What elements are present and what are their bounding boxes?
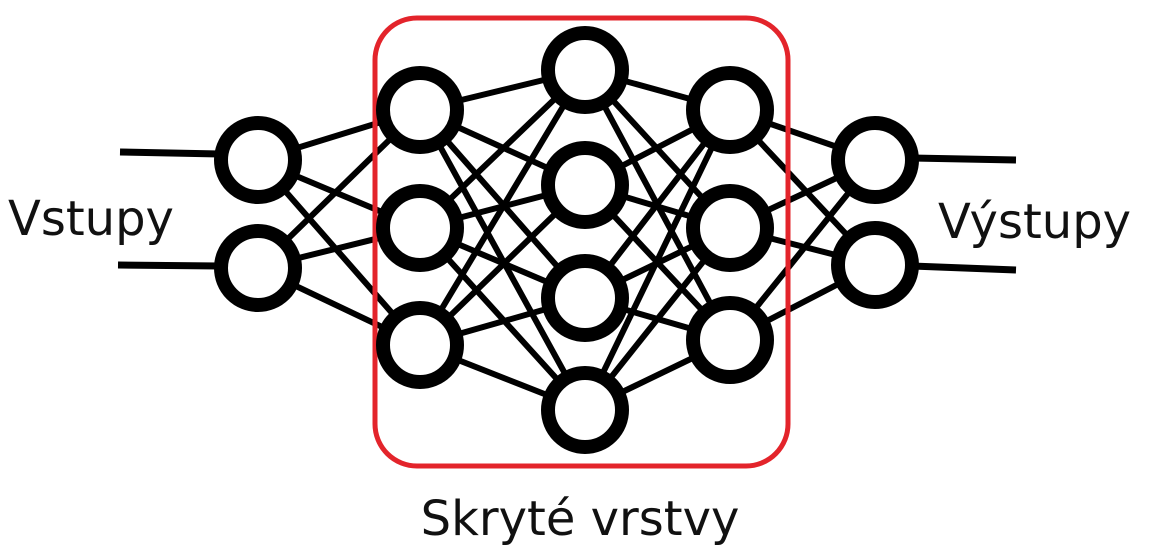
connection — [417, 68, 588, 347]
neuron — [686, 66, 774, 154]
neuron — [831, 116, 919, 204]
input-line — [119, 148, 221, 158]
outputs-label: Výstupy — [938, 194, 1131, 250]
hidden-label: Skryté vrstvy — [421, 491, 740, 547]
neuron — [541, 254, 629, 342]
connection — [582, 108, 733, 412]
neuron — [686, 184, 774, 272]
connections — [255, 67, 878, 413]
inputs-label: Vstupy — [8, 191, 174, 247]
neuron — [214, 116, 302, 204]
neuron — [831, 221, 919, 309]
neuron — [541, 366, 629, 454]
neuron — [376, 66, 464, 154]
neuron — [541, 141, 629, 229]
neuron — [686, 296, 774, 384]
output-line — [911, 154, 1017, 164]
input-line — [117, 261, 221, 270]
nodes — [214, 26, 919, 454]
neuron — [376, 184, 464, 272]
neuron — [376, 301, 464, 389]
hidden-layers-box — [372, 15, 791, 469]
neuron — [541, 26, 629, 114]
output-line — [911, 262, 1017, 274]
io-lines — [117, 148, 1017, 274]
neuron — [214, 224, 302, 312]
